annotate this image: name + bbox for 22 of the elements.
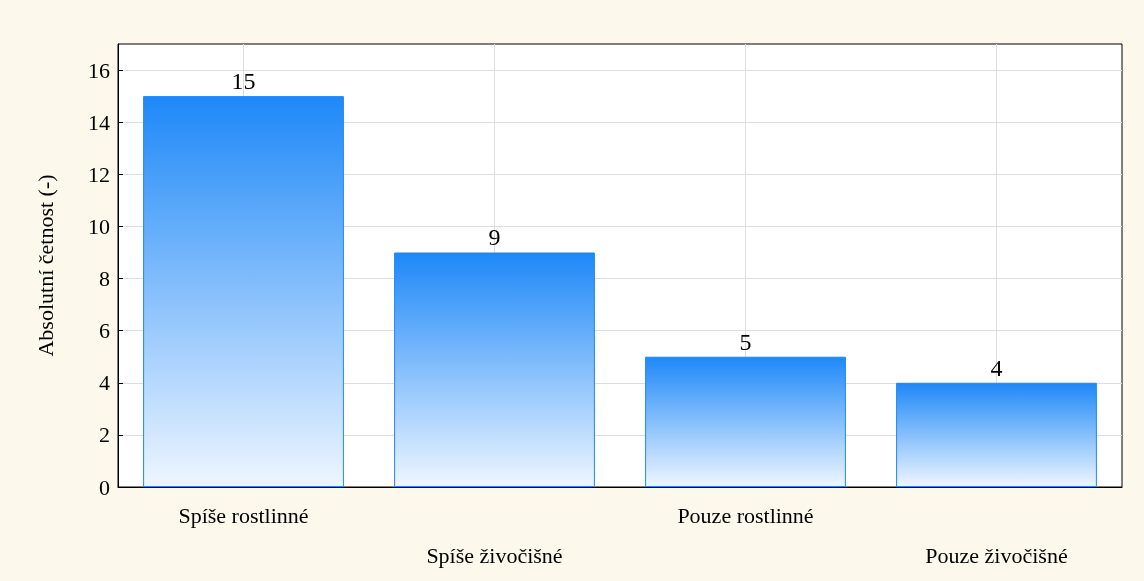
- data-label: 9: [488, 224, 501, 251]
- data-label: 4: [990, 354, 1003, 381]
- y-axis-title: Absolutní četnost (-): [32, 174, 58, 357]
- y-tick-label: 16: [88, 57, 110, 83]
- y-tick-label: 0: [99, 474, 110, 500]
- data-label: 15: [231, 68, 256, 95]
- x-tick-label: Pouze živočišné: [925, 542, 1068, 568]
- y-tick-label: 2: [99, 422, 110, 448]
- y-tick-label: 8: [99, 266, 110, 292]
- y-tick-label: 12: [88, 161, 110, 187]
- x-tick-label: Spíše rostlinné: [178, 502, 309, 528]
- data-label: 5: [739, 328, 752, 355]
- y-tick-label: 14: [88, 109, 110, 135]
- y-tick-label: 6: [99, 318, 110, 344]
- x-tick-label: Spíše živočišné: [426, 542, 563, 568]
- bar: [645, 356, 846, 487]
- bar: [394, 252, 595, 487]
- y-tick-label: 10: [88, 213, 110, 239]
- y-tick-label: 4: [99, 370, 110, 396]
- x-tick-label: Pouze rostlinné: [677, 502, 814, 528]
- bar: [896, 382, 1097, 487]
- bar: [143, 96, 344, 487]
